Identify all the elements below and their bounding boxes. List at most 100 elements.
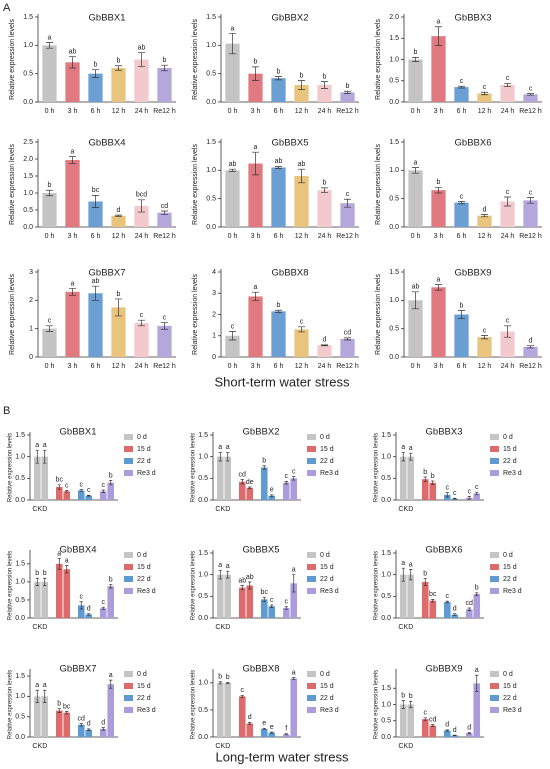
legend-label: 15 d xyxy=(137,564,151,571)
x-tick-label: 24 h xyxy=(135,233,149,240)
legend-swatch xyxy=(490,695,499,701)
y-tick-label: 0.0 xyxy=(198,497,208,504)
bar xyxy=(290,678,298,737)
significance-letter: b xyxy=(43,570,47,577)
significance-letter: a xyxy=(292,567,296,574)
error-bar xyxy=(35,449,39,464)
error-bar xyxy=(503,82,512,88)
error-bar xyxy=(284,481,288,485)
y-tick-label: 0.5 xyxy=(198,707,208,714)
bar xyxy=(134,323,149,357)
x-tick-label: 24 h xyxy=(135,108,149,115)
error-bar xyxy=(101,606,105,610)
error-bar xyxy=(480,214,489,218)
legend-swatch xyxy=(307,683,316,689)
significance-letter: a xyxy=(35,682,39,689)
legend-swatch xyxy=(124,671,133,677)
legend-swatch xyxy=(307,695,316,701)
bar xyxy=(107,684,115,737)
error-bar xyxy=(228,168,237,172)
y-axis-label: Relative expression levels xyxy=(375,19,382,100)
significance-letter: c xyxy=(424,710,428,717)
significance-letter: c xyxy=(80,481,84,488)
bar xyxy=(451,735,459,737)
x-tick-label: 0 h xyxy=(45,363,55,370)
y-tick-label: 1.5 xyxy=(23,14,33,21)
y-tick-label: 4 xyxy=(212,269,216,276)
significance-letter: b xyxy=(409,693,413,700)
error-bar xyxy=(91,195,100,208)
legend-label: 15 d xyxy=(320,564,334,571)
error-bar xyxy=(87,613,91,616)
significance-letter: a xyxy=(254,284,258,291)
x-tick-label: D xyxy=(408,506,413,513)
x-tick-label: 12 h xyxy=(295,363,309,370)
bar xyxy=(431,36,446,102)
legend-label: 15 d xyxy=(503,446,517,453)
y-tick-label: 1.0 xyxy=(389,56,399,63)
bar xyxy=(421,479,429,500)
error-bar xyxy=(457,85,466,89)
x-tick-label: 0 h xyxy=(228,108,238,115)
significance-letter: cd xyxy=(239,471,247,478)
x-tick-label: 0 h xyxy=(228,363,238,370)
y-tick-label: 1.5 xyxy=(15,432,25,439)
significance-letter: ab xyxy=(138,45,146,52)
legend-swatch xyxy=(124,434,133,440)
bar xyxy=(134,205,149,227)
y-tick-label: 0.0 xyxy=(206,99,216,106)
bar xyxy=(271,311,286,357)
error-bar xyxy=(270,604,274,608)
x-tick-label: 3 h xyxy=(434,233,444,240)
legend-label: 22 d xyxy=(320,458,334,465)
significance-letter: b xyxy=(300,72,304,79)
bar xyxy=(294,176,309,227)
error-bar xyxy=(401,700,405,709)
significance-letter: c xyxy=(102,599,106,606)
bar xyxy=(271,167,286,227)
significance-letter: ab xyxy=(246,574,254,581)
bar xyxy=(85,614,93,618)
error-bar xyxy=(475,592,479,596)
y-tick-label: 1.0 xyxy=(381,572,391,579)
x-tick-label: 6 h xyxy=(274,233,284,240)
y-tick-label: 0.5 xyxy=(389,196,399,203)
significance-letter: c xyxy=(270,597,274,604)
error-bar xyxy=(292,574,296,593)
y-tick-label: 3 xyxy=(212,290,216,297)
error-bar xyxy=(57,558,61,570)
legend-label: Re3 d xyxy=(503,588,522,595)
chart-title: GbBBX6 xyxy=(455,138,492,149)
significance-letter: b xyxy=(323,180,327,187)
bar xyxy=(523,94,538,102)
error-bar xyxy=(467,496,471,500)
significance-letter: d xyxy=(445,722,449,729)
legend-swatch xyxy=(307,552,316,558)
legend-label: Re3 d xyxy=(137,470,156,477)
bar xyxy=(224,574,232,618)
significance-letter: c xyxy=(483,327,487,334)
error-bar xyxy=(503,196,512,207)
bar xyxy=(134,59,149,102)
y-tick-label: 0.0 xyxy=(15,615,25,622)
bar xyxy=(224,456,232,500)
y-tick-label: 2.5 xyxy=(23,139,33,146)
error-bar xyxy=(218,569,222,580)
x-tick-label: 12 h xyxy=(295,233,309,240)
y-tick-label: 0.5 xyxy=(389,78,399,85)
bar xyxy=(107,482,115,500)
error-bar xyxy=(434,186,443,194)
error-bar xyxy=(292,677,296,680)
bar xyxy=(246,723,254,737)
significance-letter: a xyxy=(409,561,413,568)
chart-title: GbBBX8 xyxy=(243,664,280,675)
y-tick-label: 1.0 xyxy=(15,693,25,700)
y-tick-label: 2.0 xyxy=(23,156,33,163)
significance-letter: a xyxy=(292,669,296,676)
error-bar xyxy=(251,291,260,302)
y-tick-label: 1.5 xyxy=(198,550,208,557)
significance-letter: ab xyxy=(275,158,283,165)
y-tick-label: 1 xyxy=(212,333,216,340)
bar xyxy=(246,585,254,618)
legend-label: 22 d xyxy=(503,695,517,702)
